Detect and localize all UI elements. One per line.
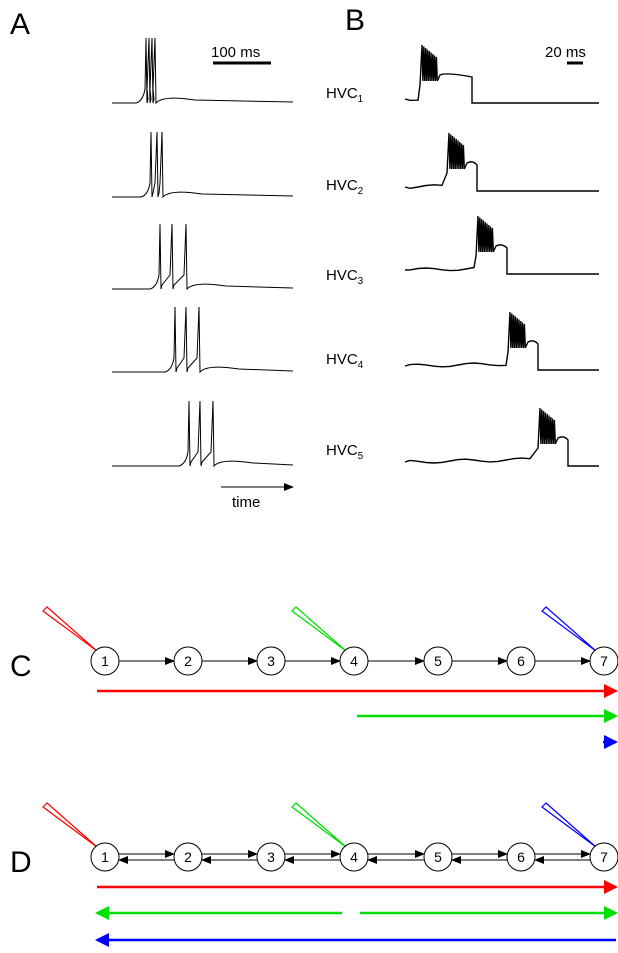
c-node-label-5: 5 xyxy=(434,653,442,669)
d-electrode-blue xyxy=(541,802,597,848)
d-node-2 xyxy=(173,842,203,872)
c-node-label-3: 3 xyxy=(267,653,275,669)
d-node-label-2: 2 xyxy=(184,849,192,865)
c-node-5 xyxy=(423,646,453,676)
model-trace-hvc5 xyxy=(112,400,294,468)
neuron-label-3: HVC3 xyxy=(326,267,364,287)
panel-label-a: A xyxy=(10,8,30,41)
panel-label-c: C xyxy=(10,650,32,683)
c-node-label-4: 4 xyxy=(350,653,358,669)
recorded-trace-hvc1 xyxy=(404,44,599,104)
c-node-label-1: 1 xyxy=(101,653,109,669)
c-node-7 xyxy=(589,646,618,676)
panel-label-d: D xyxy=(10,846,32,879)
model-trace-hvc4 xyxy=(112,306,294,374)
c-node-2 xyxy=(173,646,203,676)
neuron-label-1: HVC1 xyxy=(326,85,364,105)
d-node-label-3: 3 xyxy=(267,849,275,865)
panel-c-chain: 1 2 3 4 5 6 7 xyxy=(42,606,618,749)
c-node-label-7: 7 xyxy=(600,653,608,669)
time-axis-label: time xyxy=(232,494,260,511)
c-node-1 xyxy=(90,646,120,676)
d-node-label-4: 4 xyxy=(350,849,358,865)
d-node-4 xyxy=(339,842,369,872)
recorded-trace-hvc4 xyxy=(404,311,599,371)
d-node-6 xyxy=(506,842,536,872)
neuron-label-4: HVC4 xyxy=(326,351,364,371)
panel-d-chain: 1 2 3 4 5 6 7 xyxy=(42,802,618,947)
c-node-label-6: 6 xyxy=(517,653,525,669)
c-node-4 xyxy=(339,646,369,676)
d-node-1 xyxy=(90,842,120,872)
neuron-label-5: HVC5 xyxy=(326,442,364,462)
model-trace-hvc2 xyxy=(112,131,294,199)
neuron-label-2: HVC2 xyxy=(326,177,364,197)
model-trace-hvc1 xyxy=(112,37,294,105)
d-node-3 xyxy=(256,842,286,872)
model-trace-hvc3 xyxy=(112,223,294,291)
recorded-trace-hvc5 xyxy=(404,407,599,467)
d-node-7 xyxy=(589,842,618,872)
d-node-label-7: 7 xyxy=(600,849,608,865)
recorded-trace-hvc3 xyxy=(404,215,599,275)
d-electrode-green xyxy=(291,802,347,848)
d-node-label-1: 1 xyxy=(101,849,109,865)
scalebar-a-label: 100 ms xyxy=(211,44,260,61)
d-electrode-red xyxy=(42,802,98,848)
c-electrode-blue xyxy=(541,606,597,652)
d-node-label-5: 5 xyxy=(434,849,442,865)
model-traces xyxy=(112,37,294,468)
d-node-label-6: 6 xyxy=(517,849,525,865)
recorded-trace-hvc2 xyxy=(404,132,599,192)
d-node-5 xyxy=(423,842,453,872)
c-electrode-green xyxy=(291,606,347,652)
panel-label-b: B xyxy=(345,4,365,37)
c-node-label-2: 2 xyxy=(184,653,192,669)
c-node-3 xyxy=(256,646,286,676)
scalebar-b-label: 20 ms xyxy=(545,44,586,61)
c-node-6 xyxy=(506,646,536,676)
recorded-traces xyxy=(404,44,599,467)
c-electrode-red xyxy=(42,606,98,652)
